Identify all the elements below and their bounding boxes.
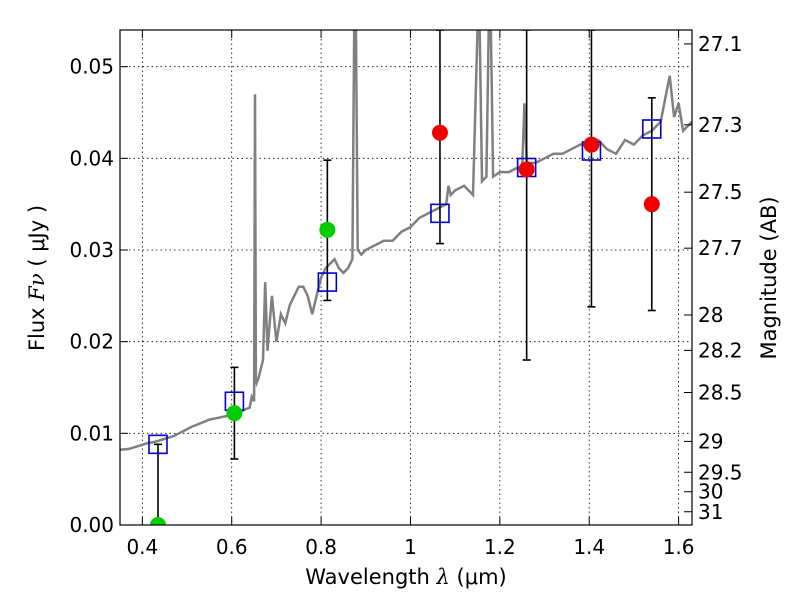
x-tick-label: 1 bbox=[404, 535, 417, 559]
x-axis-ticks: 0.4 0.6 0.8 1 1.2 1.4 1.6 bbox=[126, 30, 695, 559]
magnitude-tick-label: 30 bbox=[698, 480, 723, 504]
magnitude-tick-label: 27.7 bbox=[698, 236, 743, 260]
magnitude-tick-label: 28.5 bbox=[698, 381, 743, 405]
magnitude-tick-label: 29 bbox=[698, 429, 723, 453]
x-tick-label: 1.2 bbox=[484, 535, 516, 559]
model-square-marker bbox=[148, 434, 168, 455]
magnitude-tick-label: 27.5 bbox=[698, 180, 743, 204]
observed-point bbox=[431, 124, 448, 141]
x-tick-label: 0.6 bbox=[216, 535, 248, 559]
y-tick-label: 0.00 bbox=[69, 513, 114, 537]
observed-photometry-markers bbox=[149, 124, 660, 525]
model-square-marker bbox=[641, 119, 662, 139]
model-spectrum-line bbox=[120, 30, 692, 452]
x-tick-label: 1.4 bbox=[573, 535, 605, 559]
observed-point bbox=[319, 221, 336, 238]
grid-lines bbox=[120, 30, 692, 526]
y-tick-label: 0.03 bbox=[69, 238, 114, 262]
plot-frame bbox=[119, 29, 693, 526]
y-axis-label: Flux Fν ( μJy ) bbox=[25, 205, 49, 351]
model-square-marker bbox=[317, 272, 338, 292]
observed-point bbox=[149, 517, 166, 525]
x-tick-label: 0.4 bbox=[126, 535, 158, 559]
magnitude-tick-label: 28.2 bbox=[698, 338, 743, 362]
observed-point bbox=[643, 196, 660, 213]
x-tick-label: 1.6 bbox=[663, 535, 695, 559]
observed-point bbox=[518, 161, 535, 178]
x-tick-label: 0.8 bbox=[305, 535, 337, 559]
magnitude-tick-label: 27.3 bbox=[698, 113, 743, 137]
magnitude-tick-label: 31 bbox=[698, 500, 723, 524]
plot-background bbox=[120, 30, 692, 525]
observed-point bbox=[583, 136, 600, 153]
observed-point bbox=[226, 405, 243, 422]
x-axis-label: Wavelength λ (μm) bbox=[305, 565, 506, 589]
y-tick-label: 0.05 bbox=[69, 55, 114, 79]
model-photometry-markers bbox=[148, 119, 662, 455]
y-tick-label: 0.04 bbox=[69, 146, 114, 170]
y-tick-label: 0.01 bbox=[69, 421, 114, 445]
y-tick-label: 0.02 bbox=[69, 330, 114, 354]
y-axis-ticks: 0.00 0.01 0.02 0.03 0.04 0.05 bbox=[69, 55, 128, 537]
magnitude-axis-label: Magnitude (AB) bbox=[757, 196, 781, 359]
model-square-marker bbox=[430, 203, 450, 224]
magnitude-tick-label: 29.5 bbox=[698, 460, 743, 484]
magnitude-tick-label: 28 bbox=[698, 303, 723, 327]
magnitude-tick-label: 27.1 bbox=[698, 32, 743, 56]
